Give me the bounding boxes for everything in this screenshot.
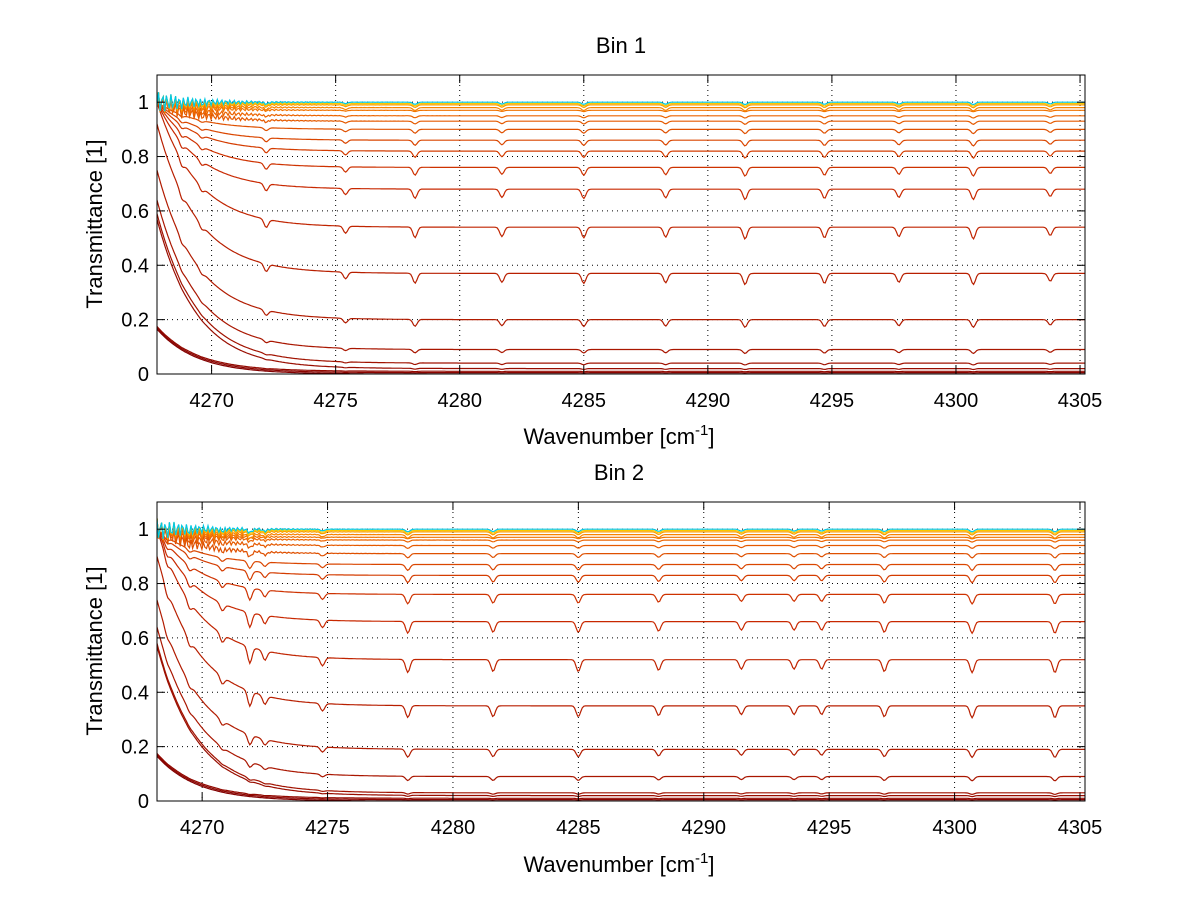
series-line <box>157 169 1085 329</box>
x-tick-label: 4290 <box>682 817 727 839</box>
series-line <box>157 754 1085 801</box>
y-tick-label: 0.8 <box>121 574 149 596</box>
axis-ticks: 4270 4275 4280 4285 4290 4295 4300 4305 0 0.2 0.4 0… <box>121 75 1102 412</box>
x-tick-label: 4270 <box>180 817 225 839</box>
series-line <box>157 528 1085 584</box>
series-line <box>157 556 1085 720</box>
x-tick-label: 4280 <box>437 390 482 412</box>
x-tick-label: 4290 <box>686 390 731 412</box>
x-axis-label-superscript: -1 <box>695 850 708 867</box>
series-line <box>157 102 1085 241</box>
chart-panel-bin-1: Bin 1 4270 4275 4280 4285 4290 4295 4300 4305 0 0… <box>82 33 1102 449</box>
y-tick-label: 0.4 <box>121 255 149 277</box>
grid-lines <box>157 75 1085 375</box>
x-tick-label: 4280 <box>431 817 476 839</box>
series-line <box>157 101 1085 135</box>
series-line <box>157 92 1085 112</box>
x-tick-label: 4300 <box>932 817 977 839</box>
series-line <box>157 755 1085 801</box>
chart-panel-bin-2: Bin 2 4270 4275 4280 4285 4290 4295 4300 4305 0 0… <box>82 460 1102 877</box>
y-tick-label: 0.2 <box>121 737 149 759</box>
series-line <box>157 92 1085 125</box>
x-tick-label: 4305 <box>1058 390 1103 412</box>
series-line <box>157 213 1085 366</box>
y-tick-label: 0.4 <box>121 682 149 704</box>
series-lines <box>157 518 1085 801</box>
x-tick-label: 4275 <box>305 817 350 839</box>
chart-title: Bin 1 <box>596 33 646 58</box>
series-line <box>157 518 1085 544</box>
grid-lines <box>157 502 1085 802</box>
axis-ticks: 4270 4275 4280 4285 4290 4295 4300 4305 0 0.2 0.4 0… <box>121 502 1102 839</box>
series-line <box>157 518 1085 540</box>
y-tick-label: 0.2 <box>121 310 149 332</box>
series-line <box>157 101 1085 201</box>
series-line <box>157 328 1085 374</box>
x-tick-label: 4285 <box>556 817 601 839</box>
x-axis-label-text: Wavenumber [cm <box>523 424 695 449</box>
chart-title: Bin 2 <box>594 460 644 485</box>
series-line <box>157 626 1085 782</box>
y-axis-label: Transmittance [1] <box>82 566 107 735</box>
x-axis-label-superscript: -1 <box>695 422 708 439</box>
x-tick-label: 4270 <box>189 390 234 412</box>
series-line <box>157 518 1085 540</box>
series-line <box>157 643 1085 796</box>
series-line <box>157 528 1085 606</box>
series-line <box>157 92 1085 112</box>
x-tick-label: 4295 <box>807 817 852 839</box>
series-line <box>157 123 1085 286</box>
series-line <box>157 199 1085 355</box>
y-tick-label: 1 <box>138 92 149 114</box>
series-line <box>157 599 1085 759</box>
x-tick-label: 4275 <box>313 390 358 412</box>
series-line <box>157 518 1085 559</box>
x-axis-label-text: Wavenumber [cm <box>523 852 695 877</box>
series-line <box>157 518 1085 550</box>
x-axis-label-close: ] <box>708 424 714 449</box>
series-line <box>157 753 1085 800</box>
x-axis-label: Wavenumber [cm-1] <box>523 422 714 449</box>
y-tick-label: 0.8 <box>121 147 149 169</box>
plot-area-frame <box>156 501 1086 802</box>
series-line <box>157 101 1085 147</box>
series-line <box>157 518 1085 540</box>
y-tick-label: 0.6 <box>121 628 149 650</box>
x-tick-label: 4300 <box>934 390 979 412</box>
x-tick-label: 4295 <box>810 390 855 412</box>
series-line <box>157 92 1085 113</box>
series-line <box>157 528 1085 572</box>
series-line <box>157 101 1085 177</box>
y-tick-label: 1 <box>138 519 149 541</box>
plot-area-frame <box>156 74 1086 375</box>
series-line <box>157 518 1085 541</box>
y-axis-label: Transmittance [1] <box>82 139 107 308</box>
y-tick-label: 0.6 <box>121 201 149 223</box>
series-lines <box>157 92 1085 374</box>
series-line <box>157 529 1085 675</box>
series-line <box>157 326 1085 373</box>
series-line <box>157 92 1085 119</box>
series-line <box>157 518 1085 539</box>
series-line <box>157 92 1085 112</box>
x-tick-label: 4305 <box>1058 817 1103 839</box>
series-line <box>157 645 1085 798</box>
y-tick-label: 0 <box>138 364 149 386</box>
x-axis-label: Wavenumber [cm-1] <box>523 850 714 877</box>
series-line <box>157 528 1085 635</box>
x-axis-label-close: ] <box>708 852 714 877</box>
y-tick-label: 0 <box>138 791 149 813</box>
series-line <box>157 218 1085 371</box>
series-line <box>157 92 1085 114</box>
series-line <box>157 327 1085 374</box>
series-line <box>157 101 1085 159</box>
x-tick-label: 4285 <box>562 390 607 412</box>
